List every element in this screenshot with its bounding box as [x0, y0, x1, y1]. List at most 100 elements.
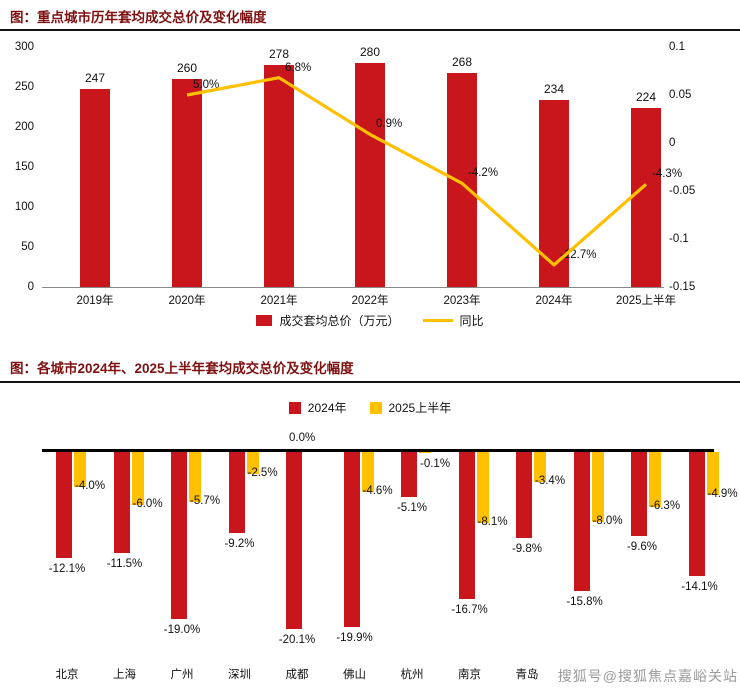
price-bar: [631, 107, 661, 287]
bar-2025h1: [74, 452, 86, 488]
yoy-point-label: 5.0%: [193, 79, 220, 91]
bar-2024: [573, 452, 590, 592]
bar-2025h1: [131, 452, 144, 505]
right-axis-tick-label: 0.05: [669, 89, 692, 101]
price-bar: [264, 64, 294, 287]
bar-2024: [688, 452, 705, 577]
value-label-2025h1: -4.6%: [362, 485, 393, 498]
value-label-2024: -20.1%: [278, 633, 316, 646]
chart2-title: 图：各城市2024年、2025上半年套均成交总价及变化幅度: [10, 361, 354, 376]
left-axis-tick-label: 200: [14, 121, 34, 133]
city-label: 佛山: [343, 669, 366, 681]
legend-2025h1-swatch: [369, 401, 382, 414]
left-axis-tick-label: 100: [14, 201, 34, 213]
value-label-2024: -19.9%: [336, 632, 373, 645]
x-axis-category-label: 2023年: [443, 295, 481, 307]
value-label-2024: -15.8%: [566, 596, 603, 609]
value-label-2024: -16.7%: [451, 603, 488, 616]
legend-2024-label: 2024年: [307, 401, 347, 415]
bar-2024: [228, 452, 245, 533]
price-bar-value: 280: [359, 45, 381, 59]
legend-price-bar-label: 成交套均总价（万元）: [279, 314, 400, 328]
right-axis-tick-label: 0: [669, 137, 676, 149]
bar-2024: [343, 452, 360, 628]
bar-2025h1: [534, 452, 546, 482]
price-bar-value: 234: [543, 81, 565, 96]
value-label-2025h1: -4.9%: [707, 488, 738, 501]
value-label-2024: -11.5%: [106, 558, 143, 571]
city-label: 上海: [113, 669, 136, 681]
x-axis-category-label: 2025上半年: [615, 295, 677, 307]
city-label: 北京: [55, 669, 79, 681]
city-label: 杭州: [400, 669, 424, 681]
value-label-2025h1: -5.7%: [190, 495, 221, 508]
value-label-2025h1: -8.0%: [592, 515, 623, 528]
bar-2024: [171, 452, 187, 620]
bar-2024: [401, 452, 417, 497]
value-label-2025h1: -0.1%: [420, 458, 451, 470]
bar-2025h1: [246, 452, 259, 474]
bar-2025h1: [649, 452, 661, 508]
price-bar-value: 260: [176, 61, 198, 75]
yoy-point-label: -4.2%: [468, 167, 499, 180]
bar-2025h1: [361, 452, 374, 493]
chart2-legend: 2024年 2025上半年: [0, 399, 740, 416]
chart2-title-divider: [0, 381, 740, 383]
right-axis-tick-label: -0.15: [669, 281, 696, 293]
price-bar-value: 247: [84, 71, 106, 86]
right-axis-tick-label: -0.05: [669, 185, 696, 197]
bar-2024: [286, 452, 302, 629]
yoy-point-label: 6.8%: [285, 61, 312, 74]
price-bar-value: 268: [451, 54, 473, 69]
price-bar: [355, 63, 385, 287]
value-label-2024: -9.6%: [626, 541, 658, 554]
bar-2024: [631, 452, 647, 537]
value-label-2024: -5.1%: [396, 501, 428, 514]
legend-price-bar-swatch: [256, 315, 273, 326]
bar-2025h1: [189, 452, 201, 503]
right-axis-tick-label: 0.1: [669, 41, 685, 53]
value-label-2024: -14.1%: [681, 581, 718, 594]
city-label: 深圳: [228, 669, 251, 681]
x-axis-category-label: 2024年: [535, 295, 573, 307]
value-label-2024: -19.0%: [163, 624, 201, 637]
value-label-2025h1: -4.0%: [75, 480, 106, 493]
left-axis-tick-label: 300: [14, 41, 34, 53]
x-axis-category-label: 2020年: [168, 295, 206, 307]
yoy-line: [186, 76, 648, 267]
chart1-legend: 成交套均总价（万元） 同比: [0, 312, 740, 329]
bar-2024: [458, 452, 475, 599]
legend-2025h1-label: 2025上半年: [388, 401, 452, 415]
legend-yoy-line-label: 同比: [459, 314, 484, 328]
price-bar: [80, 89, 110, 287]
city-label: 青岛: [515, 669, 539, 681]
value-label-2025h1: -8.1%: [477, 516, 508, 529]
chart1-title: 图：重点城市历年套均成交总价及变化幅度: [10, 10, 267, 25]
right-axis-tick-label: -0.1: [669, 233, 689, 245]
bar-2025h1: [419, 452, 431, 453]
x-axis-category-label: 2019年: [76, 295, 114, 307]
bar-2024: [516, 452, 532, 539]
value-label-2024: -12.1%: [48, 563, 86, 576]
legend-yoy-line-swatch: [422, 319, 453, 322]
left-axis-tick-label: 150: [14, 161, 34, 173]
value-label-2025h1: -3.4%: [535, 474, 566, 487]
x-axis-category-label: 2021年: [260, 295, 298, 307]
value-label-2025h1: -6.3%: [650, 500, 681, 513]
value-label-2024: -9.2%: [224, 537, 255, 550]
bar-2025h1: [706, 452, 719, 496]
value-label-2025h1: 0.0%: [289, 432, 316, 444]
bar-2024: [56, 452, 72, 559]
chart1-x-axis-line: [42, 287, 664, 288]
value-label-2025h1: -6.0%: [132, 497, 163, 510]
yoy-point-label: -4.3%: [652, 168, 683, 181]
price-bar-value: 224: [635, 89, 657, 104]
x-axis-category-label: 2022年: [351, 295, 389, 307]
bar-2025h1: [591, 452, 604, 523]
bar-2024: [113, 452, 130, 554]
bar-2025h1: [476, 452, 489, 524]
city-label: 成都: [285, 669, 309, 681]
left-axis-tick-label: 50: [21, 241, 34, 253]
price-bar: [172, 79, 202, 287]
